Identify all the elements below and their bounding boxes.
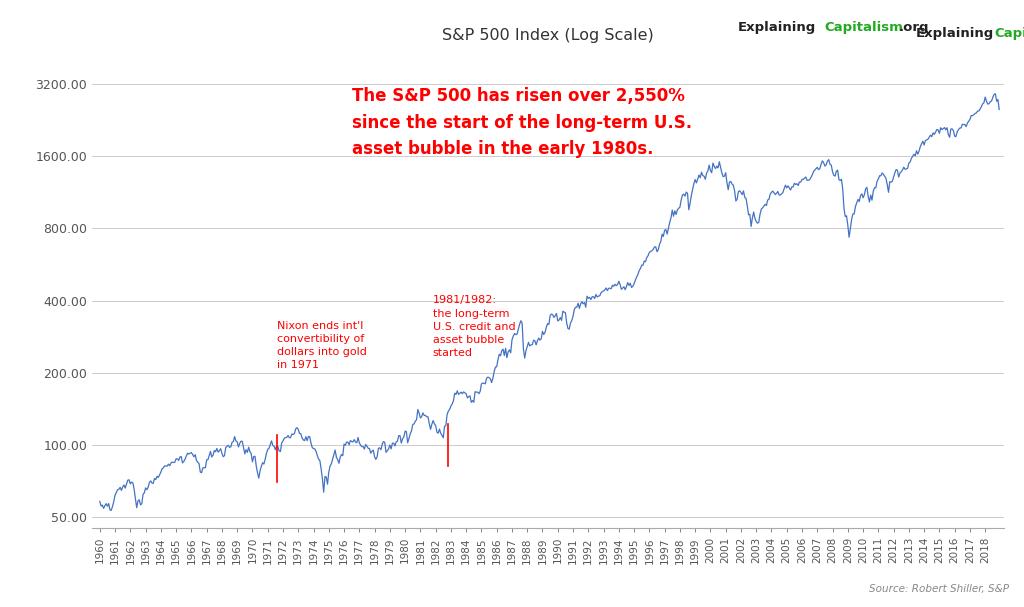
Text: Explaining: Explaining xyxy=(737,21,815,34)
Text: Capitalism: Capitalism xyxy=(824,21,903,34)
Text: Explaining: Explaining xyxy=(916,27,994,40)
Text: Capitalism.org: Capitalism.org xyxy=(994,27,1024,40)
Text: 1981/1982:
the long-term
U.S. credit and
asset bubble
started: 1981/1982: the long-term U.S. credit and… xyxy=(432,296,515,358)
Text: Source: Robert Shiller, S&P: Source: Robert Shiller, S&P xyxy=(868,584,1009,594)
Text: .org: .org xyxy=(899,21,930,34)
Text: Nixon ends int'l
convertibility of
dollars into gold
in 1971: Nixon ends int'l convertibility of dolla… xyxy=(276,320,367,370)
Text: The S&P 500 has risen over 2,550%
since the start of the long-term U.S.
asset bu: The S&P 500 has risen over 2,550% since … xyxy=(351,87,692,158)
Title: S&P 500 Index (Log Scale): S&P 500 Index (Log Scale) xyxy=(442,29,653,43)
